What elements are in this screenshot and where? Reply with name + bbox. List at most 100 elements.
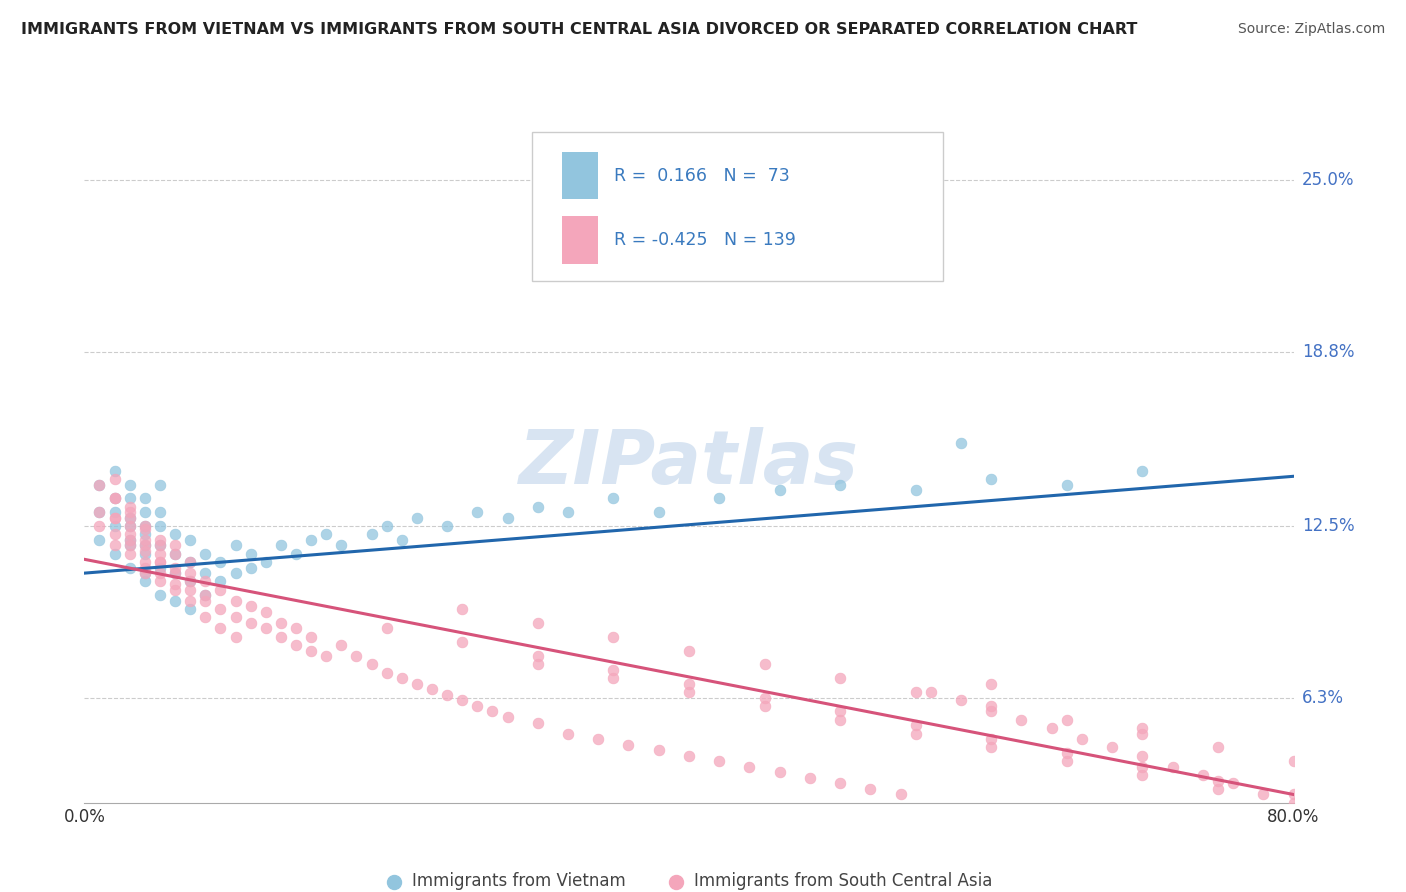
- Point: [134, 539, 156, 553]
- Point: [391, 671, 413, 685]
- Point: [149, 555, 172, 569]
- Point: [375, 665, 398, 680]
- Point: [118, 477, 141, 491]
- Point: [134, 527, 156, 541]
- Point: [194, 588, 217, 602]
- Point: [526, 715, 548, 730]
- Point: [118, 527, 141, 541]
- Point: [225, 630, 247, 644]
- Point: [163, 547, 186, 561]
- Point: [299, 533, 322, 547]
- Point: [118, 500, 141, 514]
- Point: [1130, 726, 1153, 740]
- Point: [104, 547, 127, 561]
- Point: [209, 574, 232, 589]
- Text: R = -0.425   N = 139: R = -0.425 N = 139: [614, 231, 796, 249]
- Point: [254, 605, 277, 619]
- Point: [920, 685, 942, 699]
- Point: [315, 527, 337, 541]
- Point: [904, 483, 927, 497]
- Point: [104, 491, 127, 506]
- Point: [602, 491, 624, 506]
- Point: [904, 726, 927, 740]
- Point: [89, 505, 111, 519]
- Point: [1206, 740, 1229, 755]
- Point: [375, 622, 398, 636]
- Point: [330, 539, 353, 553]
- Point: [1222, 776, 1244, 790]
- Point: [149, 547, 172, 561]
- Point: [1056, 746, 1078, 760]
- Point: [1130, 464, 1153, 478]
- Point: [134, 539, 156, 553]
- Point: [980, 698, 1002, 713]
- Point: [830, 776, 852, 790]
- Point: [104, 527, 127, 541]
- Point: [118, 560, 141, 574]
- Point: [104, 510, 127, 524]
- Point: [830, 671, 852, 685]
- Point: [1056, 713, 1078, 727]
- Point: [179, 533, 201, 547]
- Point: [89, 505, 111, 519]
- Point: [134, 555, 156, 569]
- Point: [526, 187, 548, 202]
- Point: [678, 643, 700, 657]
- Point: [270, 630, 292, 644]
- Point: [118, 539, 141, 553]
- FancyBboxPatch shape: [562, 152, 599, 200]
- Point: [194, 610, 217, 624]
- Point: [1282, 796, 1305, 810]
- Point: [315, 649, 337, 664]
- Point: [1251, 788, 1274, 802]
- Point: [149, 555, 172, 569]
- Point: [179, 594, 201, 608]
- Point: [1010, 713, 1032, 727]
- Point: [254, 622, 277, 636]
- Point: [1071, 732, 1094, 747]
- Point: [163, 547, 186, 561]
- Point: [163, 577, 186, 591]
- Point: [89, 477, 111, 491]
- Point: [239, 547, 262, 561]
- Point: [1191, 768, 1213, 782]
- Point: [179, 574, 201, 589]
- Point: [134, 566, 156, 581]
- Point: [284, 547, 308, 561]
- Point: [134, 505, 156, 519]
- Text: ZIPatlas: ZIPatlas: [519, 427, 859, 500]
- Point: [209, 622, 232, 636]
- Point: [163, 527, 186, 541]
- Point: [451, 602, 474, 616]
- Point: [134, 519, 156, 533]
- Point: [134, 547, 156, 561]
- Point: [118, 533, 141, 547]
- Point: [104, 539, 127, 553]
- Point: [467, 698, 489, 713]
- Point: [149, 566, 172, 581]
- Point: [163, 594, 186, 608]
- Point: [980, 472, 1002, 486]
- Point: [134, 560, 156, 574]
- Point: [149, 539, 172, 553]
- Point: [830, 477, 852, 491]
- Point: [118, 505, 141, 519]
- Point: [830, 705, 852, 719]
- Point: [89, 477, 111, 491]
- Point: [738, 760, 761, 774]
- Point: [118, 533, 141, 547]
- Point: [149, 588, 172, 602]
- Point: [134, 574, 156, 589]
- Point: [104, 505, 127, 519]
- Point: [270, 539, 292, 553]
- Point: [239, 560, 262, 574]
- Point: [1161, 760, 1184, 774]
- Point: [149, 519, 172, 533]
- Point: [330, 638, 353, 652]
- Point: [118, 519, 141, 533]
- Point: [118, 519, 141, 533]
- Point: [496, 710, 519, 724]
- Point: [406, 677, 429, 691]
- Point: [904, 718, 927, 732]
- Point: [980, 705, 1002, 719]
